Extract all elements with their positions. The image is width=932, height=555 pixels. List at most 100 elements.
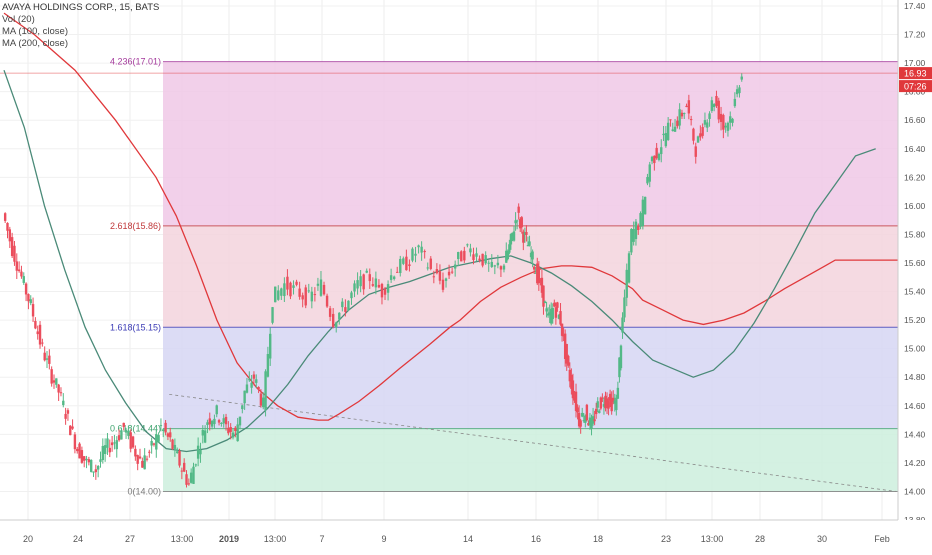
candle-body: [548, 312, 551, 315]
candle-body: [210, 420, 214, 427]
candle-body: [616, 387, 620, 399]
candle-body: [236, 424, 239, 442]
legend-ma100[interactable]: MA (100, close): [2, 26, 68, 37]
countdown-tag: [899, 80, 932, 93]
candle-body: [243, 390, 246, 404]
price-tick-label: 14.60: [904, 401, 926, 411]
legend-volume[interactable]: Vol (20): [2, 14, 35, 25]
candle-body: [438, 271, 442, 281]
price-tick-label: 15.20: [904, 315, 926, 325]
price-tick-label: 15.60: [904, 258, 926, 268]
candle-body: [540, 277, 544, 293]
candle-body: [73, 434, 77, 450]
candle-body: [396, 271, 399, 273]
candle-body: [514, 220, 517, 224]
candle-body: [269, 333, 272, 359]
candle-body: [596, 401, 599, 408]
candle-body: [441, 279, 445, 290]
candle-body: [266, 354, 270, 377]
candle-body: [490, 261, 493, 267]
legend-ma200[interactable]: MA (200, close): [2, 38, 68, 49]
candle-body: [24, 283, 28, 295]
candle-body: [215, 405, 218, 415]
candle-body: [493, 265, 497, 267]
candle-body: [432, 276, 436, 278]
candle-body: [182, 462, 186, 472]
candle-body: [374, 278, 378, 288]
candle-body: [229, 427, 232, 432]
time-tick-label: 30: [817, 534, 827, 544]
candle-body: [639, 213, 642, 227]
candle-body: [581, 412, 584, 417]
candle-body: [623, 297, 626, 318]
candle-body: [627, 253, 631, 283]
candle-body: [234, 427, 237, 432]
time-tick-label: Feb: [874, 534, 890, 544]
candle-body: [262, 397, 265, 408]
candle-body: [13, 245, 16, 262]
candle-body: [502, 265, 506, 270]
candle-body: [666, 122, 670, 141]
candle-body: [145, 458, 149, 460]
candle-body: [664, 133, 668, 147]
candle-body: [194, 464, 198, 466]
time-tick-label: 13:00: [264, 534, 287, 544]
candle-body: [602, 404, 606, 407]
candle-body: [487, 262, 490, 264]
candle-body: [199, 449, 202, 455]
candle-body: [550, 308, 553, 324]
candle-body: [610, 397, 613, 412]
candle-body: [634, 221, 638, 240]
time-tick-label: 9: [381, 534, 386, 544]
candle-body: [420, 246, 423, 253]
trendline: [169, 393, 897, 492]
candle-body: [120, 430, 123, 440]
candle-body: [463, 250, 466, 261]
candle-body: [543, 301, 547, 304]
candle-body: [662, 133, 665, 136]
candle-body: [604, 395, 607, 409]
candle-body: [536, 263, 539, 284]
candle-body: [162, 429, 165, 432]
candle-body: [508, 244, 511, 253]
candle-body: [224, 416, 228, 425]
candle-body: [92, 471, 95, 473]
time-tick-label: 18: [593, 534, 603, 544]
candle-body: [553, 302, 556, 307]
candle-body: [447, 271, 451, 276]
candle-body: [680, 112, 684, 117]
candle-body: [222, 418, 225, 424]
candle-body: [528, 241, 531, 246]
candle-body: [453, 264, 457, 269]
candle-body: [301, 295, 304, 300]
price-tick-label: 17.40: [904, 1, 926, 11]
candle-body: [45, 358, 49, 360]
candle-body: [584, 415, 587, 423]
candle-body: [283, 283, 286, 297]
candle-body: [259, 393, 263, 406]
symbol-title[interactable]: AVAYA HOLDINGS CORP., 15, BATS: [2, 2, 160, 13]
time-tick-label: 7: [319, 534, 324, 544]
candle-body: [286, 276, 289, 290]
candle-body: [529, 252, 533, 258]
candle-body: [653, 155, 656, 164]
candle-body: [562, 334, 565, 337]
candle-body: [80, 450, 84, 463]
candle-body: [699, 133, 702, 138]
candle-body: [570, 375, 573, 389]
candle-body: [178, 450, 181, 466]
candle-body: [78, 443, 81, 459]
candle-body: [537, 267, 541, 284]
price-tick-label: 16.20: [904, 172, 926, 182]
candle-body: [304, 287, 307, 306]
time-tick-label: 16: [531, 534, 541, 544]
time-tick-label: 2019: [219, 534, 239, 544]
candle-body: [141, 460, 144, 468]
candle-body: [625, 269, 628, 298]
chart-legend: AVAYA HOLDINGS CORP., 15, BATS Vol (20) …: [2, 2, 159, 50]
candle-body: [316, 283, 320, 286]
candle-body: [399, 258, 402, 274]
time-tick-label: 13:00: [171, 534, 194, 544]
